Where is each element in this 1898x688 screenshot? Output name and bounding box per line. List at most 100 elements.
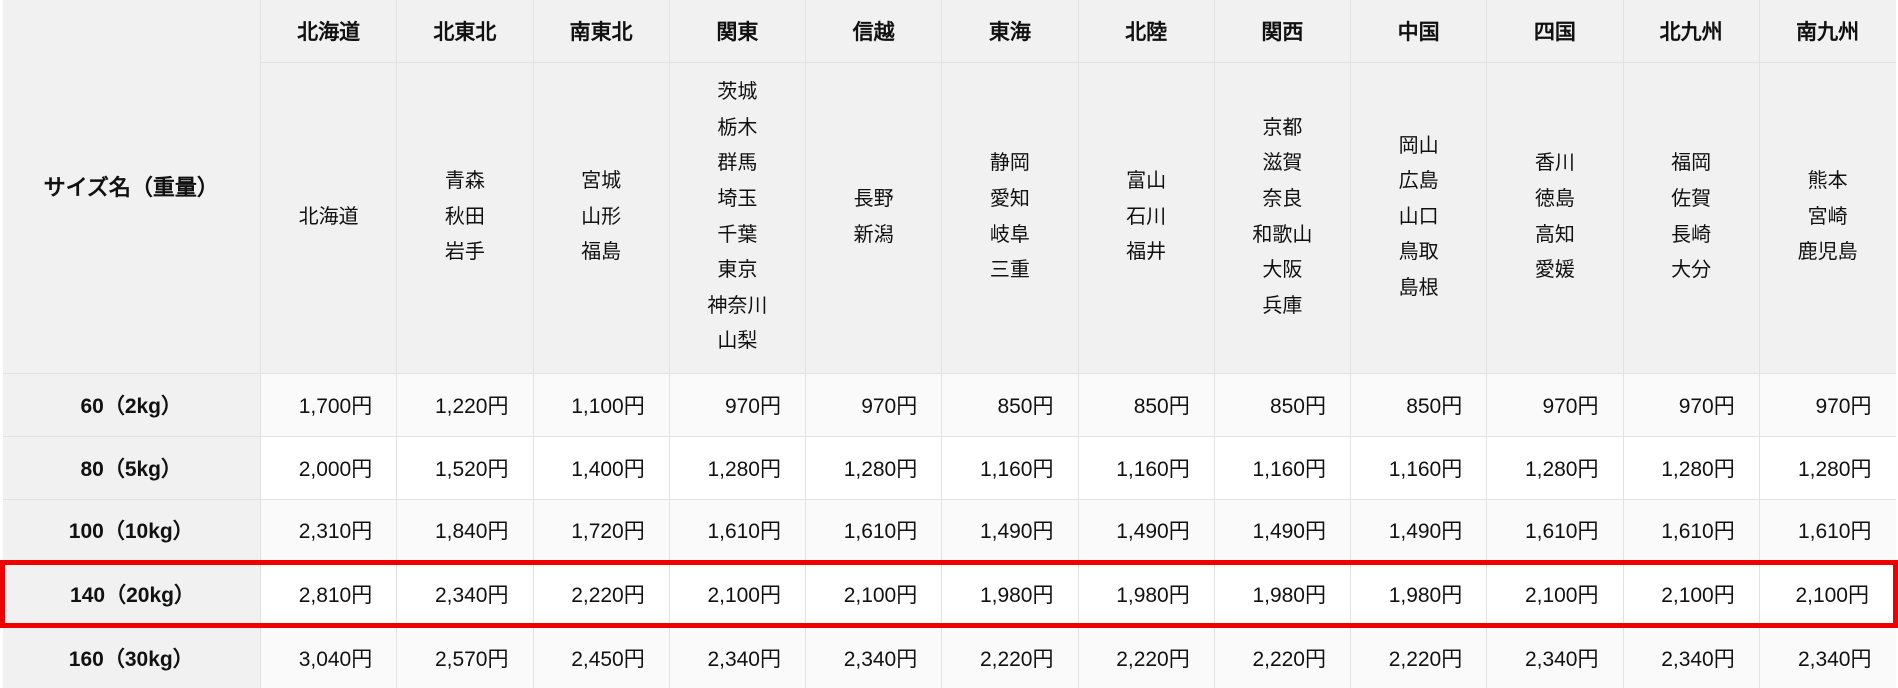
price-cell: 1,610円 [804,498,943,563]
price-cell: 1,520円 [396,435,534,500]
price-cell: 2,220円 [1349,624,1488,688]
price-cell: 1,490円 [1349,498,1488,563]
price-cell: 970円 [668,372,807,437]
price-cell: 2,100円 [804,559,943,628]
region-header-6: 北陸 [1077,0,1215,63]
price-cell: 2,100円 [1758,559,1898,628]
price-cell: 1,280円 [1486,435,1624,500]
price-cell: 850円 [941,372,1079,437]
price-cell: 1,610円 [1622,498,1760,563]
size-label: 140（20kg） [0,559,261,628]
price-cell: 1,160円 [1077,435,1215,500]
price-cell: 1,280円 [804,435,943,500]
price-cell: 970円 [1486,372,1624,437]
price-cell: 2,570円 [396,624,534,688]
price-cell: 1,840円 [396,498,534,563]
region-header-4: 信越 [804,0,943,63]
prefecture-list-10: 福岡 佐賀 長崎 大分 [1622,61,1760,374]
price-cell: 1,610円 [668,498,807,563]
prefecture-row: 北海道 青森 秋田 岩手 宮城 山形 福島 茨城 栃木 群馬 埼玉 千葉 東京 神奈川… [3,61,1896,374]
price-cell: 970円 [1622,372,1760,437]
region-header-0: 北海道 [259,0,398,63]
price-cell: 1,220円 [396,372,534,437]
price-cell: 2,100円 [668,559,807,628]
price-cell: 1,980円 [1349,559,1488,628]
price-cell: 1,280円 [1622,435,1760,500]
price-cell: 2,100円 [1486,559,1624,628]
price-cell: 2,100円 [1622,559,1760,628]
region-header-8: 中国 [1349,0,1488,63]
size-label: 160（30kg） [2,624,261,688]
region-header-3: 関東 [668,0,807,63]
price-cell: 1,100円 [532,372,670,437]
prefecture-list-0: 北海道 [260,61,398,374]
region-header-2: 南東北 [532,0,670,63]
price-cell: 2,000円 [259,435,398,500]
price-cell: 1,160円 [941,435,1079,500]
region-header-row: サイズ名（重量） 北海道 北東北 南東北 関東 信越 東海 北陸 関西 中国 四国 北九州 南九州 [2,0,1896,374]
size-label: 60（2kg） [2,372,261,437]
table-row: 100（10kg） 2,310円 1,840円 1,720円 1,610円 1,610円 1… [2,498,1896,563]
prefecture-list-11: 熊本 宮崎 鹿児島 [1758,61,1896,374]
price-cell: 970円 [1758,372,1896,437]
price-cell: 2,220円 [1077,624,1215,688]
table-row-highlighted: 140（20kg） 2,810円 2,340円 2,220円 2,100円 2,100円 1… [0,559,1898,628]
size-weight-corner-label: サイズ名（重量） [2,0,261,374]
prefecture-list-2: 宮城 山形 福島 [532,61,670,374]
price-cell: 850円 [1349,372,1488,437]
price-cell: 850円 [1213,372,1352,437]
price-cell: 2,310円 [259,498,398,563]
price-table-body: 60（2kg） 1,700円 1,220円 1,100円 970円 970円 850円 850… [0,372,1898,688]
price-cell: 1,280円 [1758,435,1896,500]
region-header-9: 四国 [1486,0,1624,63]
prefecture-list-7: 京都 滋賀 奈良 和歌山 大阪 兵庫 [1213,61,1352,374]
region-header-1: 北東北 [396,0,534,63]
price-cell: 2,220円 [532,559,670,628]
table-header: サイズ名（重量） 北海道 北東北 南東北 関東 信越 東海 北陸 関西 中国 四国 北九州 南九州 北… [2,0,1896,374]
size-label: 100（10kg） [2,498,261,563]
region-header-11: 南九州 [1758,0,1896,63]
prefecture-list-9: 香川 徳島 高知 愛媛 [1486,61,1624,374]
price-cell: 1,490円 [1213,498,1352,563]
price-cell: 1,280円 [668,435,807,500]
price-cell: 2,810円 [259,559,398,628]
prefecture-list-1: 青森 秋田 岩手 [396,61,534,374]
price-cell: 2,220円 [941,624,1079,688]
table-row: 80（5kg） 2,000円 1,520円 1,400円 1,280円 1,280円 1,1… [2,435,1896,500]
price-cell: 1,490円 [1077,498,1215,563]
prefecture-list-4: 長野 新潟 [804,61,943,374]
price-cell: 1,160円 [1213,435,1352,500]
price-cell: 1,610円 [1758,498,1896,563]
prefecture-list-5: 静岡 愛知 岐阜 三重 [941,61,1079,374]
price-cell: 1,980円 [1213,559,1352,628]
region-header-10: 北九州 [1622,0,1760,63]
prefecture-list-6: 富山 石川 福井 [1077,61,1215,374]
size-label: 80（5kg） [2,435,261,500]
price-cell: 2,340円 [804,624,943,688]
price-cell: 2,220円 [1213,624,1352,688]
table-row: 60（2kg） 1,700円 1,220円 1,100円 970円 970円 850円 850… [2,372,1896,437]
price-cell: 2,340円 [396,559,534,628]
price-cell: 1,490円 [941,498,1079,563]
price-cell: 1,980円 [1077,559,1215,628]
price-cell: 1,980円 [941,559,1079,628]
price-cell: 2,340円 [1486,624,1624,688]
price-cell: 1,700円 [259,372,398,437]
prefecture-list-8: 岡山 広島 山口 鳥取 島根 [1349,61,1488,374]
region-header-5: 東海 [941,0,1079,63]
region-header-7: 関西 [1213,0,1352,63]
prefecture-list-3: 茨城 栃木 群馬 埼玉 千葉 東京 神奈川 山梨 [668,61,807,374]
price-cell: 1,160円 [1349,435,1488,500]
price-cell: 970円 [804,372,943,437]
price-cell: 1,610円 [1486,498,1624,563]
price-cell: 2,340円 [668,624,807,688]
table-row: 160（30kg） 3,040円 2,570円 2,450円 2,340円 2,340円 2… [2,624,1896,688]
price-cell: 2,340円 [1758,624,1896,688]
price-cell: 1,720円 [532,498,670,563]
price-cell: 2,450円 [532,624,670,688]
price-cell: 1,400円 [532,435,670,500]
price-cell: 3,040円 [259,624,398,688]
price-cell: 2,340円 [1622,624,1760,688]
price-cell: 850円 [1077,372,1215,437]
